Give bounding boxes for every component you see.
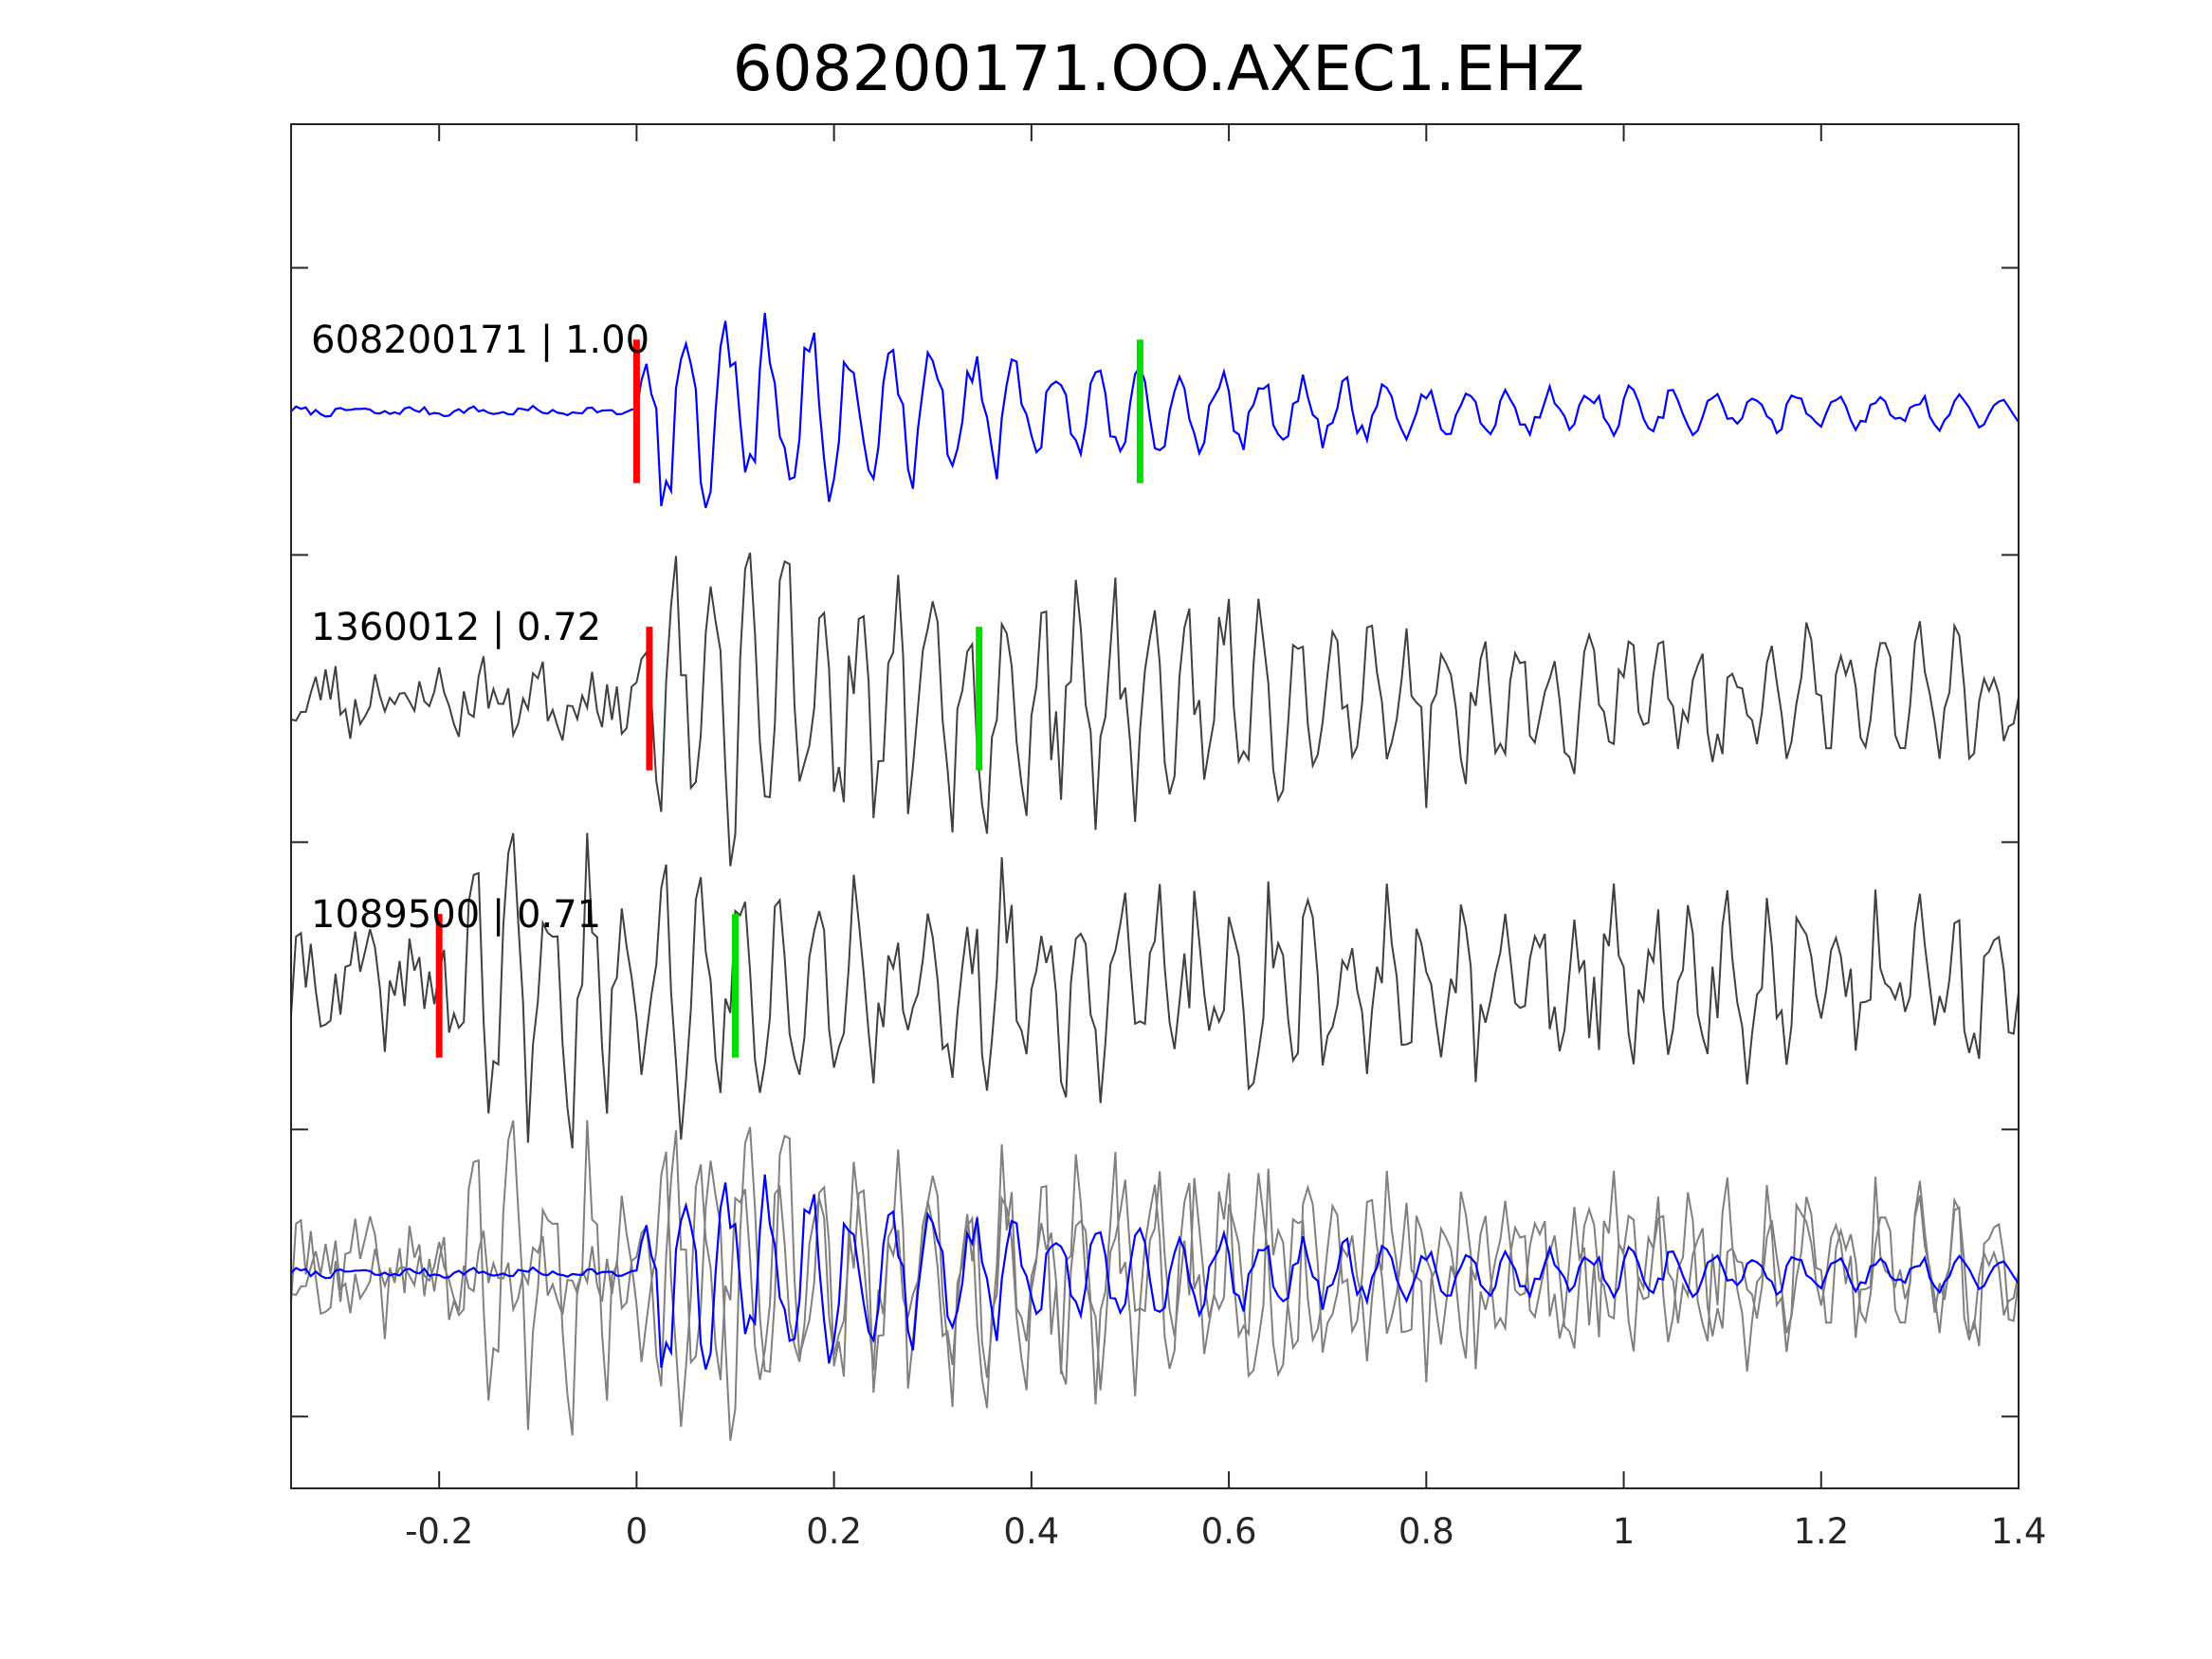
x-tick-label: 0.6 (1201, 1511, 1257, 1552)
x-tick-label: 1.4 (1991, 1511, 2047, 1552)
trace-labels: 608200171 | 1.00 1360012 | 0.72 1089500 | … (311, 319, 649, 937)
chart-title: 608200171.OO.AXEC1.EHZ (733, 32, 1585, 105)
x-tick-label: 1.2 (1793, 1511, 1849, 1552)
x-tick-label: -0.2 (405, 1511, 473, 1552)
overlay-trace-0 (290, 1174, 2020, 1370)
x-tick-label: 0.4 (1003, 1511, 1059, 1552)
axes-frame (290, 123, 2020, 1489)
trace-1 (290, 552, 2020, 866)
trace-label-0: 608200171 | 1.00 (311, 319, 649, 362)
trace-0 (290, 312, 2020, 509)
x-tick-label: 0.8 (1398, 1511, 1454, 1552)
plot-area (290, 312, 2020, 1441)
x-tick-label: 1 (1613, 1511, 1636, 1552)
trace-label-2: 1089500 | 0.71 (311, 893, 601, 937)
axis-ticks: -0.2 0 0.2 0.4 0.6 0.8 1 1.2 1.4 (291, 124, 2046, 1552)
overlay-trace-2 (290, 1120, 2020, 1436)
trace-label-1: 1360012 | 0.72 (311, 606, 601, 649)
overlay-trace-1 (290, 1126, 2020, 1441)
x-tick-label: 0 (626, 1511, 649, 1552)
x-tick-label: 0.2 (806, 1511, 862, 1552)
trace-2 (290, 832, 2020, 1149)
